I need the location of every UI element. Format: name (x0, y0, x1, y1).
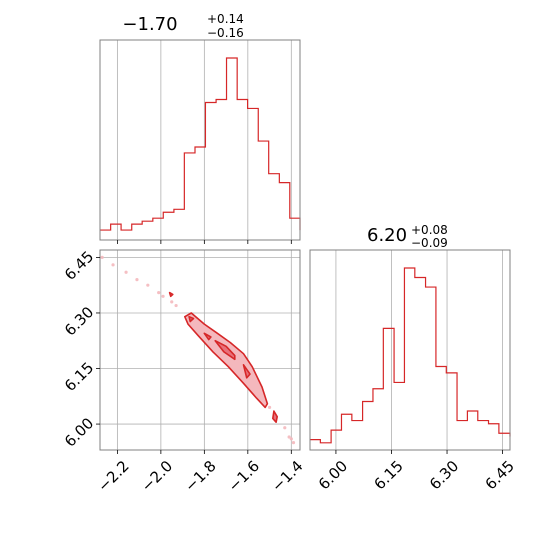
x-tick-label: −2.0 (138, 457, 176, 495)
y-tick-label: 6.45 (61, 248, 97, 284)
scatter-point (135, 278, 139, 282)
y-tick-label: 6.30 (61, 303, 97, 339)
scatter-point (124, 270, 128, 274)
contour-inner (203, 332, 212, 341)
x-tick-label: −2.2 (94, 457, 132, 495)
grid-contour (100, 250, 300, 450)
scatter-point (283, 426, 287, 430)
scatter-point (146, 283, 150, 287)
contour-inner (188, 315, 195, 323)
contour-inner (214, 339, 236, 361)
histogram-step-1 (100, 57, 301, 231)
title-hist-2-value: 6.20 (367, 225, 407, 246)
contour-inner (242, 363, 251, 379)
contour-layer (100, 255, 296, 445)
contour-outer (184, 312, 269, 409)
title-hist-2-sup: +0.08 (411, 223, 448, 237)
title-hist-1-value: −1.70 (122, 14, 177, 35)
title-hist-1-sub: −0.16 (207, 26, 244, 40)
scatter-point (111, 263, 115, 267)
scatter-point (157, 290, 161, 295)
ticks-hist-1 (116, 240, 292, 244)
scatter-point (100, 255, 104, 260)
x-tick-labels-hist-2: 6.00 6.15 6.30 6.45 (315, 457, 518, 493)
histogram-step-2 (310, 267, 511, 444)
scatter-point (170, 300, 174, 304)
x-tick-label: 6.45 (482, 457, 518, 493)
scatter-point (287, 435, 291, 439)
y-tick-label: 6.15 (61, 359, 97, 395)
y-tick-labels-contour: 6.00 6.15 6.30 6.45 (61, 248, 97, 451)
title-hist-1: −1.70 (122, 14, 177, 35)
grid-hist-2 (335, 250, 503, 450)
contour-inner (168, 291, 174, 298)
frame-hist-1 (99, 39, 301, 241)
panel-contour: −2.2 −2.0 −1.8 −1.6 −1.4 6.00 6.15 6.30 6.45 (61, 248, 307, 496)
title-hist-1-sup: +0.14 (207, 12, 244, 26)
x-tick-label: 6.30 (426, 457, 462, 493)
x-tick-label: 6.15 (370, 457, 406, 493)
x-tick-label: −1.4 (268, 457, 306, 495)
ticks-hist-2 (335, 450, 503, 454)
contour-inner (271, 410, 279, 424)
x-tick-labels-contour: −2.2 −2.0 −1.8 −1.6 −1.4 (94, 457, 306, 495)
scatter-point (161, 294, 165, 298)
grid-hist-1 (116, 40, 292, 240)
y-tick-label: 6.00 (61, 414, 97, 450)
x-tick-label: −1.6 (225, 457, 263, 495)
scatter-point (174, 303, 178, 308)
title-hist-2-sub: −0.09 (411, 236, 448, 250)
ticks-contour (96, 257, 292, 454)
frame-contour (99, 249, 301, 451)
x-tick-label: 6.00 (315, 457, 351, 493)
scatter-point (267, 405, 272, 410)
panel-hist-1: −1.70 +0.14 −0.16 (99, 12, 301, 244)
x-tick-label: −1.8 (181, 457, 219, 495)
scatter-point (291, 440, 296, 445)
scatter-point (289, 437, 293, 441)
panel-hist-2: 6.00 6.15 6.30 6.45 6.20 +0.08 −0.09 (309, 223, 518, 493)
frame-hist-2 (309, 249, 511, 451)
